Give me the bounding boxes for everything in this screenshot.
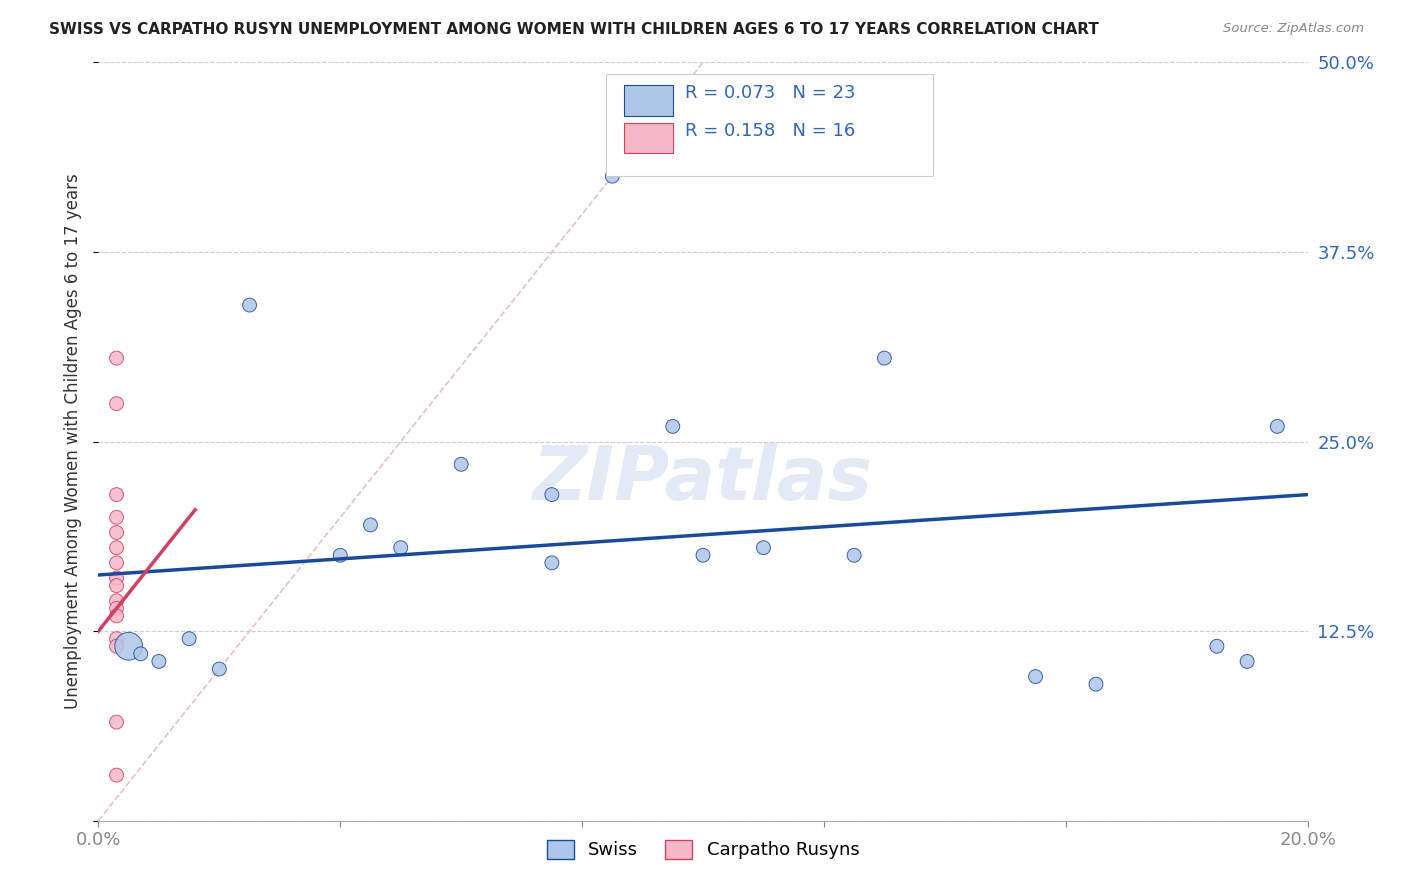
Point bbox=[105, 396, 128, 410]
Point bbox=[1236, 655, 1258, 669]
FancyBboxPatch shape bbox=[606, 74, 932, 177]
Text: R = 0.073   N = 23: R = 0.073 N = 23 bbox=[685, 84, 855, 102]
Point bbox=[540, 487, 562, 501]
Y-axis label: Unemployment Among Women with Children Ages 6 to 17 years: Unemployment Among Women with Children A… bbox=[65, 174, 83, 709]
Text: SWISS VS CARPATHO RUSYN UNEMPLOYMENT AMONG WOMEN WITH CHILDREN AGES 6 TO 17 YEAR: SWISS VS CARPATHO RUSYN UNEMPLOYMENT AMO… bbox=[49, 22, 1099, 37]
Point bbox=[329, 548, 352, 563]
Point bbox=[1206, 639, 1229, 653]
Legend: Swiss, Carpatho Rusyns: Swiss, Carpatho Rusyns bbox=[537, 830, 869, 869]
Point bbox=[239, 298, 262, 312]
Point bbox=[844, 548, 866, 563]
Point bbox=[752, 541, 775, 555]
Point bbox=[105, 608, 128, 623]
Point bbox=[179, 632, 201, 646]
Point bbox=[105, 351, 128, 366]
FancyBboxPatch shape bbox=[624, 85, 672, 116]
Point bbox=[129, 647, 152, 661]
FancyBboxPatch shape bbox=[624, 123, 672, 153]
Point bbox=[360, 517, 382, 532]
Point bbox=[105, 525, 128, 540]
Point bbox=[105, 632, 128, 646]
Point bbox=[208, 662, 231, 676]
Point bbox=[450, 458, 472, 472]
Point bbox=[873, 351, 896, 366]
Point bbox=[105, 601, 128, 615]
Point bbox=[148, 655, 170, 669]
Point bbox=[105, 571, 128, 585]
Point bbox=[105, 556, 128, 570]
Point bbox=[105, 639, 128, 653]
Point bbox=[105, 510, 128, 524]
Text: ZIPatlas: ZIPatlas bbox=[533, 443, 873, 516]
Point bbox=[105, 579, 128, 593]
Point bbox=[1085, 677, 1108, 691]
Point bbox=[105, 487, 128, 501]
Point bbox=[389, 541, 412, 555]
Point bbox=[105, 541, 128, 555]
Point bbox=[105, 594, 128, 608]
Point bbox=[692, 548, 714, 563]
Text: R = 0.158   N = 16: R = 0.158 N = 16 bbox=[685, 121, 855, 140]
Point bbox=[540, 556, 562, 570]
Text: Source: ZipAtlas.com: Source: ZipAtlas.com bbox=[1223, 22, 1364, 36]
Point bbox=[1267, 419, 1289, 434]
Point bbox=[105, 768, 128, 782]
Point bbox=[118, 639, 141, 653]
Point bbox=[1024, 669, 1046, 683]
Point bbox=[105, 715, 128, 730]
Point bbox=[602, 169, 624, 184]
Point bbox=[661, 419, 683, 434]
